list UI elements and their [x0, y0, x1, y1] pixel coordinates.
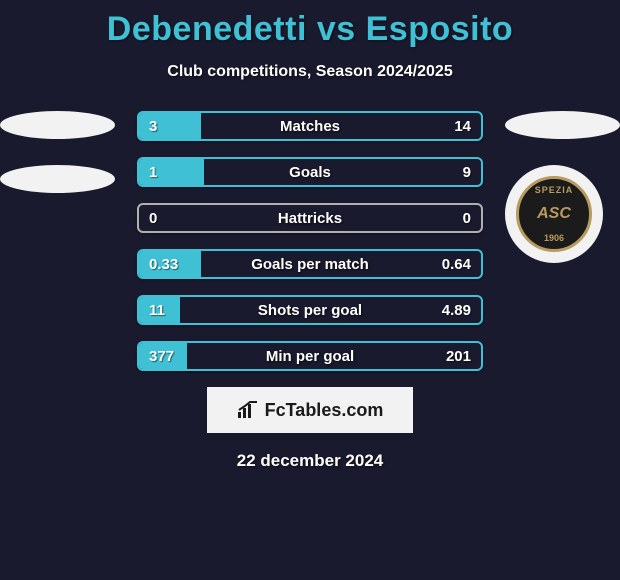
stat-left-value: 377 [139, 343, 187, 369]
stat-right-value: 201 [436, 343, 481, 369]
content-area: SPEZIA ASC 1906 314Matches19Goals00Hattr… [0, 111, 620, 371]
stat-right-value: 9 [453, 159, 481, 185]
stat-right-value: 14 [444, 113, 481, 139]
right-club-placeholder [505, 111, 620, 139]
club-badge-inner: SPEZIA ASC 1906 [516, 176, 592, 252]
date-text: 22 december 2024 [0, 451, 620, 471]
page-title: Debenedetti vs Esposito [0, 0, 620, 49]
footer-brand: FcTables.com [207, 387, 413, 433]
stat-row: 11 4.89Shots per goal [137, 295, 483, 325]
stat-label: Min per goal [139, 348, 481, 365]
left-club-placeholder-1 [0, 111, 115, 139]
stat-label: Shots per goal [139, 302, 481, 319]
stat-left-value: 11 [139, 297, 180, 323]
right-badge-column: SPEZIA ASC 1906 [505, 111, 620, 263]
stat-right-value: 0.64 [432, 251, 481, 277]
badge-bottom-text: 1906 [544, 233, 564, 243]
stat-left-value: 0.33 [139, 251, 201, 277]
left-club-placeholder-2 [0, 165, 115, 193]
player2-name: Esposito [366, 10, 514, 48]
vs-text: vs [317, 10, 356, 48]
stat-row: 377 201Min per goal [137, 341, 483, 371]
stat-right-value: 4.89 [432, 297, 481, 323]
stat-right-value: 0 [453, 205, 481, 231]
badge-top-text: SPEZIA [535, 185, 574, 195]
badge-logo-text: ASC [537, 206, 571, 222]
chart-icon [237, 401, 259, 419]
footer-brand-text: FcTables.com [265, 400, 384, 421]
player1-name: Debenedetti [107, 10, 307, 48]
stat-left-value: 3 [139, 113, 201, 139]
left-badge-column [0, 111, 115, 219]
stat-row: 19Goals [137, 157, 483, 187]
subtitle: Club competitions, Season 2024/2025 [0, 63, 620, 81]
stat-left-value: 1 [139, 159, 204, 185]
stat-row: 314Matches [137, 111, 483, 141]
stat-row: 0 0Hattricks [137, 203, 483, 233]
club-badge-spezia: SPEZIA ASC 1906 [505, 165, 603, 263]
stat-left-value: 0 [139, 205, 180, 231]
stat-label: Hattricks [139, 210, 481, 227]
stats-table: 314Matches19Goals00Hattricks0.330.64Goal… [137, 111, 483, 371]
stat-row: 0.330.64Goals per match [137, 249, 483, 279]
